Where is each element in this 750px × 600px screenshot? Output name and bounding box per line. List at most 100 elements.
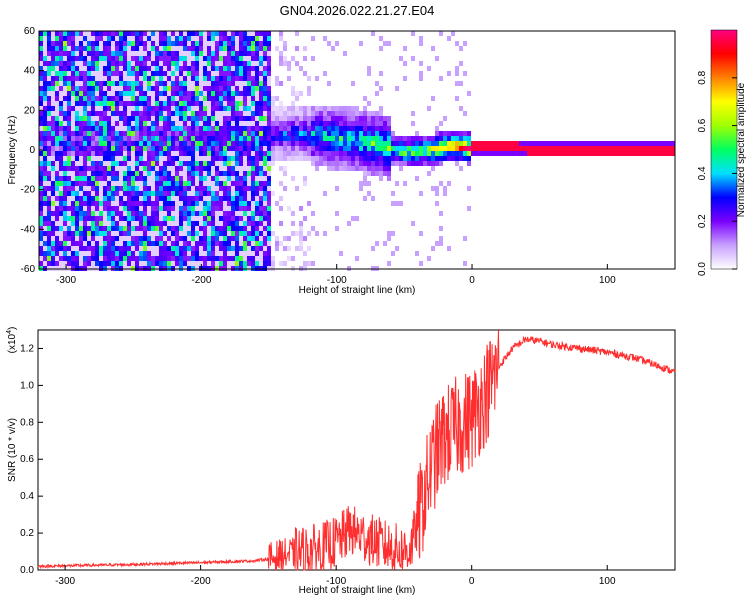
spectrogram-cell [67,126,71,131]
spectrogram-cell [359,116,363,121]
spectrogram-cell [251,186,255,191]
spectrogram-cell [299,66,303,71]
spectrogram-cell [95,141,99,146]
spectrogram-cell [43,106,47,111]
spectrogram-cell [487,151,491,156]
spectrogram-cell [47,236,51,241]
spectrogram-cell [55,226,59,231]
spectrogram-cell [363,146,367,151]
spectrogram-cell [43,111,47,116]
spectrogram-cell [71,36,75,41]
spectrogram-cell [147,231,151,236]
spectrogram-cell [51,106,55,111]
spectrogram-cell [167,46,171,51]
spectrogram-cell [43,76,47,81]
spectrogram-cell [71,91,75,96]
spectrogram-cell [99,51,103,56]
spectrogram-cell [163,36,167,41]
spectrogram-cell [299,221,303,226]
spectrogram-cell [439,236,443,241]
spectrogram-cell [259,101,263,106]
spectrogram-cell [79,216,83,221]
spectrogram-cell [103,146,107,151]
spectrogram-cell [275,136,279,141]
spectrogram-cell [255,116,259,121]
spectrogram-cell [331,141,335,146]
spectrogram-cell [267,186,271,191]
spectrogram-cell [219,261,223,266]
spectrogram-cell [231,36,235,41]
spectrogram-cell [243,256,247,261]
spectrogram-cell [659,146,663,151]
spectrogram-cell [119,246,123,251]
spectrogram-cell [227,61,231,66]
spectrogram-cell [151,141,155,146]
spectrogram-cell [75,66,79,71]
spectrogram-cell [231,61,235,66]
spectrogram-cell [251,146,255,151]
spectrogram-cell [107,116,111,121]
spectrogram-cell [167,236,171,241]
spectrogram-cell [175,166,179,171]
spectrogram-cell [147,66,151,71]
spectrogram-cell [255,126,259,131]
spectrogram-cell [307,141,311,146]
spectrogram-cell [303,116,307,121]
spectrogram-cell [207,81,211,86]
spectrogram-cell [315,161,319,166]
spectrogram-cell [83,101,87,106]
spectrogram-cell [515,146,519,151]
spectrogram-cell [43,216,47,221]
spectrogram-cell [455,151,459,156]
spectrogram-cell [63,186,67,191]
spectrogram-cell [427,141,431,146]
spectrogram-cell [447,151,451,156]
spectrogram-cell [187,51,191,56]
spectrogram-cell [127,96,131,101]
spectrogram-cell [115,36,119,41]
spectrogram-cell [267,196,271,201]
spectrogram-cell [443,156,447,161]
spectrogram-cell [267,81,271,86]
spectrogram-cell [175,81,179,86]
spectrogram-cell [303,176,307,181]
spectrogram-cell [443,146,447,151]
spectrogram-cell [59,156,63,161]
spectrogram-cell [87,146,91,151]
spectrogram-cell [259,136,263,141]
spectrogram-cell [95,196,99,201]
spectrogram-cell [91,256,95,261]
spectrogram-cell [263,141,267,146]
spectrogram-cell [167,96,171,101]
spectrogram-cell [243,61,247,66]
spectrogram-cell [79,221,83,226]
spectrogram-cell [203,226,207,231]
spectrogram-cell [183,231,187,236]
snr-y-tick-label: 1.0 [20,380,34,391]
spectrogram-cell [235,166,239,171]
spectrogram-cell [87,91,91,96]
spectrogram-cell [259,121,263,126]
spectrogram-cell [159,66,163,71]
spectrogram-cell [47,196,51,201]
spectrogram-cell [303,126,307,131]
spectrogram-cell [55,116,59,121]
spectrogram-cell [263,196,267,201]
spectrogram-cell [335,151,339,156]
spectrogram-cell [191,186,195,191]
spectrogram-cell [179,36,183,41]
spectrogram-cell [311,146,315,151]
spectrogram-cell [115,196,119,201]
spectrogram-cell [119,186,123,191]
spectrogram-cell [287,206,291,211]
spectrogram-cell [267,121,271,126]
spectrogram-cell [43,186,47,191]
spectrogram-cell [131,46,135,51]
spectrogram-cell [263,81,267,86]
spectrogram-cell [127,261,131,266]
spectrogram-cell [147,71,151,76]
spectrogram-cell [155,196,159,201]
spectrogram-cell [375,121,379,126]
spectrogram-cell [119,226,123,231]
spectrogram-cell [219,106,223,111]
